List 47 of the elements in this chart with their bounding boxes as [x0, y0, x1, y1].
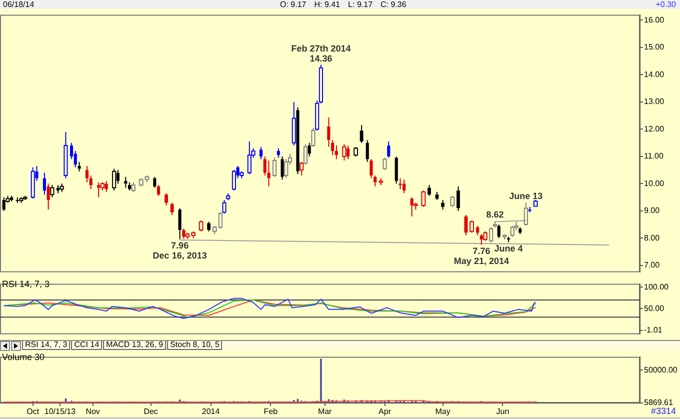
text: MACD 13, 26, 9 [103, 340, 166, 350]
y-tick-label: 10.00 [644, 178, 665, 188]
chart-title: 06/18/14 [3, 0, 34, 9]
x-tick-label: Feb [264, 407, 278, 416]
x-tick-label: 2014 [202, 407, 220, 416]
chart-title: Volume 30 [2, 352, 45, 362]
x-tick-label: Nov [86, 407, 100, 416]
annotation: Dec 16, 2013 [152, 250, 207, 261]
annotation: June 4 [494, 244, 523, 254]
y-tick-label: 12.00 [644, 124, 665, 134]
annotation: 7.76 [472, 246, 490, 256]
text: Stoch 8, 10, 5 [167, 340, 222, 350]
y-tick-label: 8.00 [644, 233, 660, 242]
y-tick-label: 100.00 [644, 282, 670, 292]
annotation: June 13 [509, 191, 543, 202]
y-tick-label: 15.00 [644, 42, 665, 52]
annotation: 8.62 [486, 210, 504, 220]
x-tick-label: Oct [26, 407, 40, 416]
x-tick-label: Dec [144, 407, 158, 416]
y-tick-label: 50000.00 [644, 365, 678, 374]
annotation: Feb 27th 2014 [291, 43, 351, 54]
y-tick-label: 14.00 [644, 70, 665, 79]
y-tick-label: 9.00 [644, 206, 660, 216]
y-tick-label: 7.00 [644, 260, 660, 270]
annotation: 14.36 [310, 53, 332, 64]
y-tick-label: 11.00 [644, 152, 664, 161]
x-tick-label: Jun [496, 407, 510, 416]
text: O: 9.17 [280, 0, 306, 9]
text: H: 9.41 [314, 0, 340, 9]
text: L: 9.17 [348, 0, 373, 9]
y-tick-label: 13.00 [644, 97, 665, 106]
text: #3314 [650, 406, 676, 416]
y-tick-label: 5869.61 [644, 398, 674, 408]
y-tick-label: -1.01 [644, 326, 663, 335]
x-tick-label: Mar [318, 407, 332, 416]
x-tick-label: Apr [378, 407, 392, 416]
text: RSI 14, 7, 3 [22, 340, 70, 350]
x-tick-label: May [435, 407, 450, 416]
text: C: 9.36 [380, 0, 406, 9]
x-tick-label: 10/15/13 [44, 407, 76, 416]
chart-title: RSI 14, 7, 3 [2, 279, 50, 289]
y-tick-label: 16.00 [644, 15, 665, 24]
y-tick-label: 50.00 [644, 304, 665, 313]
annotation: 7.96 [171, 240, 189, 251]
annotation: May 21, 2014 [454, 256, 509, 266]
text: +0.30 [656, 0, 676, 9]
text: CCI 14 [71, 340, 102, 350]
